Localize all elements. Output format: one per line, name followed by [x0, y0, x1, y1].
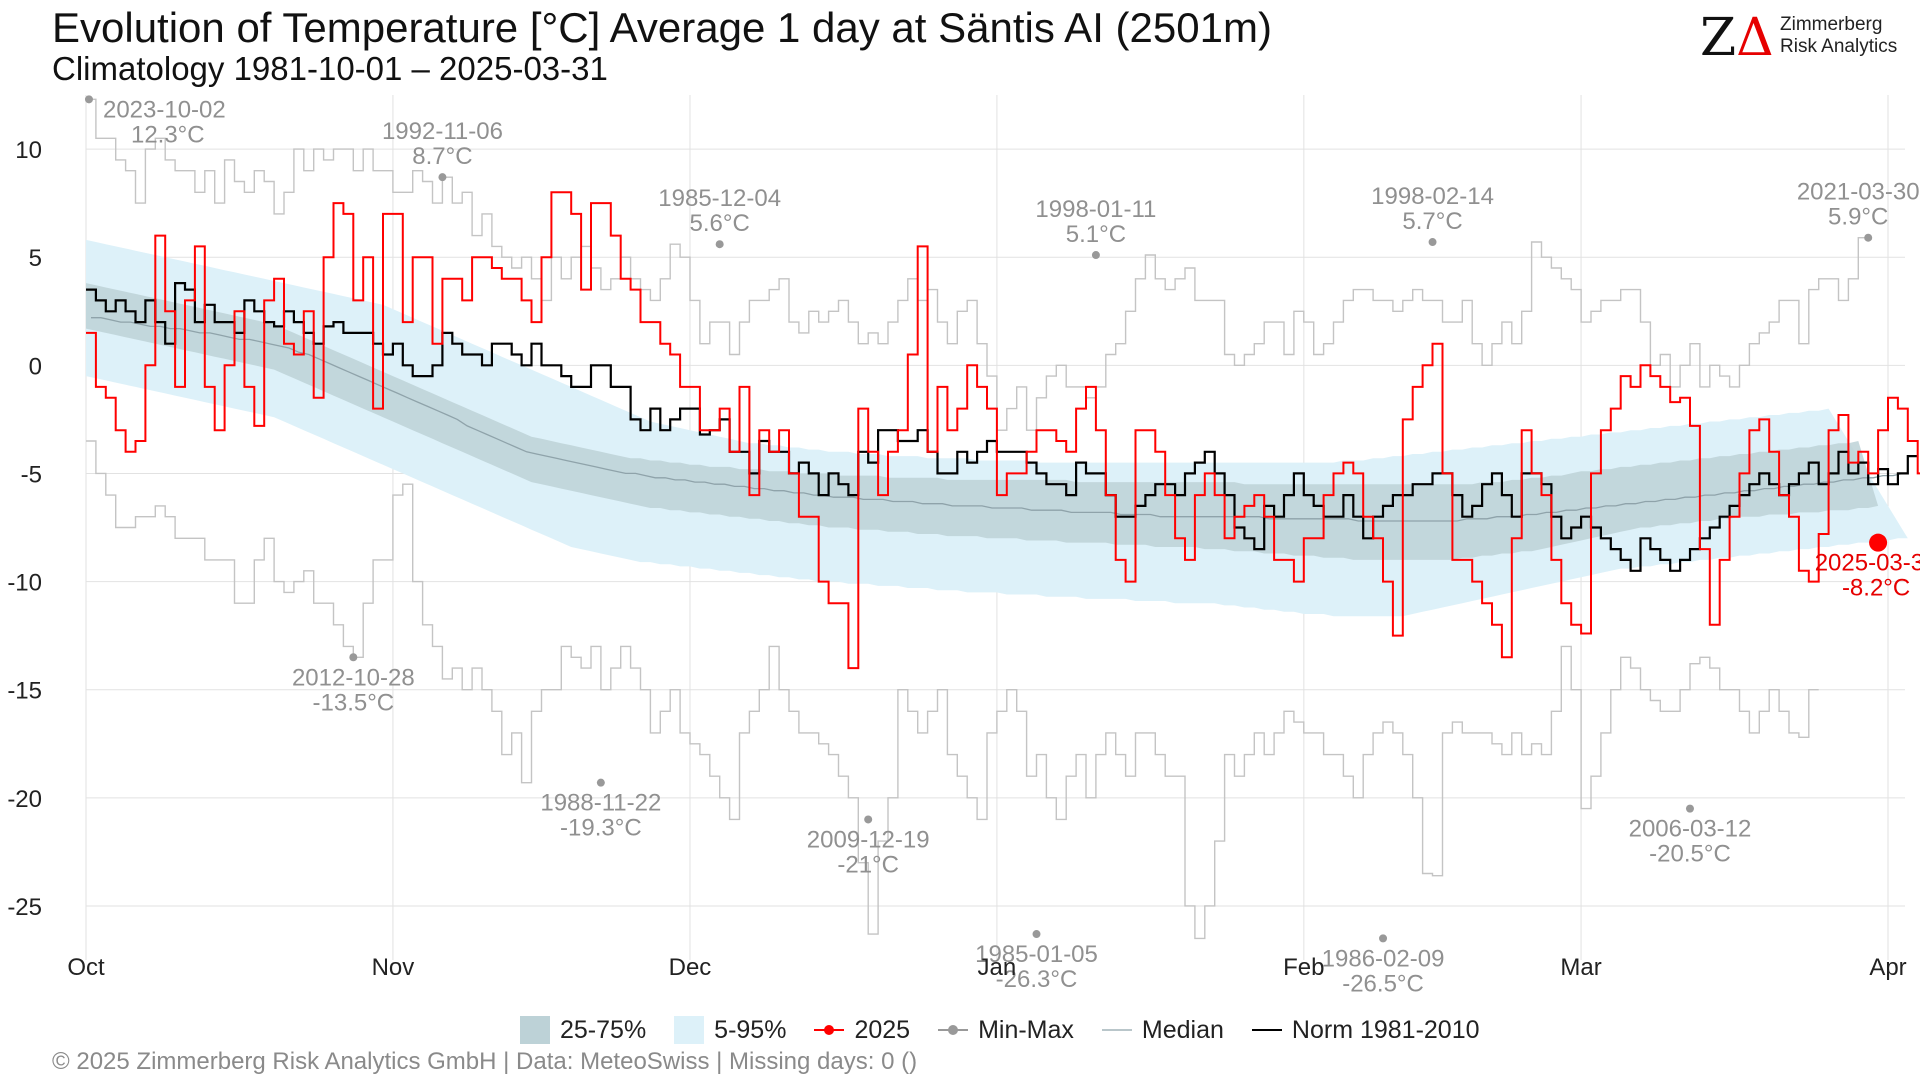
annotation-value: -26.3°C	[996, 966, 1078, 993]
legend-label: 2025	[854, 1015, 911, 1044]
annotation-date: 2021-03-30	[1797, 179, 1920, 206]
annotation-date: 2023-10-02	[103, 96, 226, 123]
x-tick-label: Mar	[1560, 954, 1601, 981]
annotation-value: 5.1°C	[1066, 221, 1126, 248]
extreme-point	[84, 95, 93, 104]
legend-key-icon	[814, 1025, 845, 1035]
annotation-value: 5.9°C	[1828, 204, 1888, 231]
annotation-value: 12.3°C	[131, 121, 205, 148]
annotation-date: 1985-01-05	[975, 941, 1098, 968]
series-min-line	[86, 440, 1819, 940]
extreme-point	[1032, 930, 1041, 939]
legend-item: 2025	[814, 1016, 910, 1045]
series-max-line	[86, 98, 1869, 431]
legend-key-icon	[1251, 1029, 1282, 1031]
annotation-value: 8.7°C	[412, 143, 472, 170]
annotation-date: 1998-01-11	[1035, 196, 1156, 223]
y-tick-label: -25	[7, 894, 42, 921]
legend-label: Min-Max	[978, 1015, 1074, 1044]
series-2025-line	[86, 191, 1920, 670]
y-tick-label: -5	[21, 461, 42, 488]
annotation-date: 1992-11-06	[382, 118, 503, 145]
y-tick-label: 0	[29, 353, 42, 380]
extreme-point	[1091, 251, 1100, 260]
annotation-date: 2012-10-28	[292, 664, 415, 691]
chart-subtitle: Climatology 1981-10-01 – 2025-03-31	[52, 50, 608, 87]
legend-item: 5-95%	[674, 1016, 786, 1045]
annotation-value: -26.5°C	[1342, 970, 1424, 997]
series-median-line	[91, 317, 1904, 522]
legend-item: Median	[1101, 1015, 1224, 1045]
legend-item: Norm 1981-2010	[1251, 1015, 1480, 1045]
annotation-value: 5.6°C	[690, 210, 750, 237]
legend-label: 5-95%	[714, 1015, 787, 1044]
extreme-point	[864, 815, 873, 824]
annotation-value: -20.5°C	[1649, 841, 1731, 868]
annotation-value: 5.7°C	[1402, 208, 1462, 235]
extreme-point	[1864, 233, 1873, 242]
extreme-point	[596, 778, 605, 787]
axis-labels: 10 5 0 -5 -10 -15 -20 -25 Oct Nov Dec Jan Feb Mar Apr	[7, 137, 1906, 981]
company-logo: ZΔ Zimmerberg Risk Analytics	[1700, 8, 1900, 72]
annotation-date: 2006-03-12	[1629, 816, 1752, 843]
annotation-date: 1986-02-09	[1322, 945, 1445, 972]
y-tick-label: 5	[29, 245, 42, 272]
extreme-point	[438, 173, 447, 182]
x-tick-label: Feb	[1283, 954, 1324, 981]
logo-line-2: Risk Analytics	[1780, 36, 1898, 57]
legend-key-icon	[1101, 1029, 1132, 1031]
annotation-value: -13.5°C	[313, 689, 395, 716]
y-tick-label: -20	[7, 786, 42, 813]
chart-title: Evolution of Temperature [°C] Average 1 …	[52, 4, 1272, 51]
x-tick-label: Dec	[669, 954, 712, 981]
x-tick-label: Jan	[978, 954, 1017, 981]
x-tick-label: Oct	[67, 954, 105, 981]
logo-text: Zimmerberg Risk Analytics	[1780, 14, 1897, 58]
legend-key-icon	[938, 1025, 969, 1035]
annotation-date: 1998-02-14	[1371, 183, 1494, 210]
extreme-point	[715, 240, 724, 249]
legend-key-icon	[674, 1016, 705, 1044]
x-tick-label: Apr	[1869, 954, 1906, 981]
y-tick-label: -15	[7, 678, 42, 705]
annotation-date: 1988-11-22	[540, 790, 661, 817]
y-tick-label: 10	[15, 137, 42, 164]
x-tick-label: Nov	[372, 954, 415, 981]
annotation-date: 1985-12-04	[658, 185, 781, 212]
legend-item: Min-Max	[938, 1016, 1074, 1045]
current-value-point	[1869, 533, 1888, 552]
annotation-value: -21°C	[837, 851, 899, 878]
legend-key-icon	[520, 1016, 550, 1044]
extreme-point	[1685, 804, 1694, 813]
legend-label: 25-75%	[560, 1015, 647, 1044]
annotation-value: -19.3°C	[560, 815, 642, 842]
logo-line-1: Zimmerberg	[1780, 14, 1883, 35]
legend-label: Norm 1981-2010	[1291, 1015, 1480, 1044]
annotation-date: 2025-03-31	[1815, 550, 1920, 577]
legend-item: 25-75%	[520, 1016, 646, 1045]
annotation-date: 2009-12-19	[807, 826, 930, 853]
extreme-point	[1379, 934, 1388, 943]
band-25-75	[86, 283, 1879, 560]
series-lines	[86, 98, 1920, 940]
footer-credit: © 2025 Zimmerberg Risk Analytics GmbH | …	[52, 1048, 918, 1075]
logo-mark-icon: ZΔ	[1700, 8, 1774, 68]
extreme-point	[349, 653, 358, 662]
y-tick-label: -10	[7, 570, 42, 597]
legend: 25-75% 5-95% 2025 Min-Max Median Norm 1981-20…	[520, 1012, 1508, 1048]
extreme-point	[1428, 238, 1437, 247]
legend-label: Median	[1141, 1015, 1224, 1044]
annotation-value: -8.2°C	[1842, 575, 1910, 602]
